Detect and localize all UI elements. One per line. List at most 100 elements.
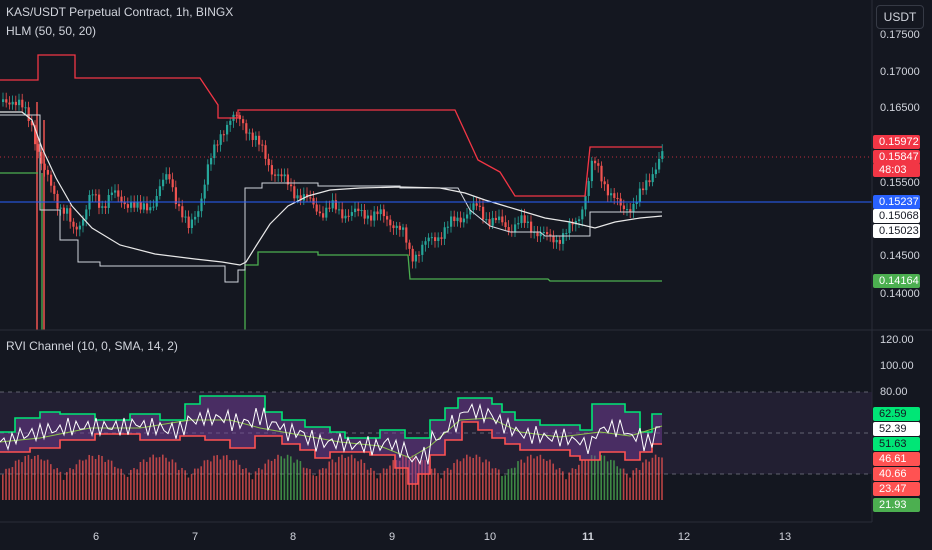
- rvi-histogram-bar: [158, 457, 161, 500]
- candle-body: [469, 209, 472, 215]
- rvi-histogram-bar: [242, 468, 244, 500]
- price-label: 0.17000: [880, 66, 920, 78]
- candle-body: [539, 232, 542, 237]
- rvi-histogram-bar: [302, 467, 305, 500]
- time-label: 6: [92, 531, 100, 543]
- rvi-histogram-bar: [194, 468, 196, 500]
- rvi-histogram-bar: [274, 458, 276, 500]
- rvi-histogram-bar: [370, 467, 372, 500]
- candle-body: [270, 165, 273, 175]
- candle-body: [616, 197, 619, 199]
- candle-body: [520, 215, 523, 224]
- candle-body: [472, 203, 475, 210]
- rvi-histogram-bar: [642, 462, 644, 500]
- rvi-histogram-bar: [603, 455, 606, 500]
- rvi-histogram-bar: [91, 455, 94, 500]
- candlestick-series: [2, 92, 664, 330]
- rvi-histogram-bar: [107, 459, 110, 500]
- rvi-histogram-bar: [120, 468, 122, 500]
- candle-body: [485, 219, 488, 221]
- rvi-hist-tag: 40.66: [873, 467, 920, 481]
- rvi-histogram-bar: [133, 468, 135, 500]
- candle-body: [290, 184, 293, 187]
- rvi-histogram-bar: [331, 459, 334, 500]
- rvi-histogram-bar: [299, 461, 302, 500]
- candle-body: [62, 207, 65, 214]
- candle-body: [203, 184, 206, 199]
- rvi-histogram-bar: [248, 472, 250, 500]
- rvi-histogram-bar: [453, 463, 455, 500]
- candle-body: [318, 211, 321, 214]
- rvi-histogram-bar: [526, 456, 529, 500]
- rvi-histogram-bar: [562, 471, 564, 500]
- rvi-histogram-bar: [450, 469, 452, 500]
- rvi-histogram-bar: [587, 460, 590, 500]
- candle-body: [568, 222, 571, 234]
- rvi-histogram-bar: [600, 455, 602, 500]
- candle-body: [309, 197, 312, 199]
- candle-body: [450, 216, 453, 227]
- candle-body: [235, 114, 238, 116]
- candle-body: [165, 174, 168, 180]
- rvi-histogram-bar: [581, 459, 583, 500]
- rvi-histogram-bar: [82, 460, 84, 500]
- rvi-histogram-bar: [43, 460, 46, 500]
- blue-line-price-tag: 0.15237: [873, 195, 920, 209]
- rvi-histogram-bar: [203, 460, 206, 500]
- price-label: 0.14500: [880, 250, 920, 262]
- rvi-histogram-bar: [629, 477, 631, 500]
- symbol-title[interactable]: KAS/USDT Perpetual Contract, 1h, BINGX: [6, 5, 234, 19]
- candle-body: [610, 193, 613, 196]
- hlm-indicator-label[interactable]: HLM (50, 50, 20): [6, 24, 97, 38]
- candle-body: [155, 196, 158, 207]
- currency-button[interactable]: USDT: [876, 5, 924, 29]
- rvi-histogram-bar: [78, 459, 81, 500]
- candle-body: [120, 196, 123, 203]
- candle-body: [382, 209, 385, 217]
- candle-body: [459, 217, 462, 223]
- candle-body: [197, 211, 200, 217]
- rvi-upper-tag: 62.59: [873, 407, 920, 421]
- candle-body: [571, 222, 574, 225]
- rvi-histogram-bar: [178, 469, 180, 500]
- rvi-histogram-bar: [146, 461, 148, 500]
- candle-body: [363, 209, 366, 219]
- candle-body: [600, 165, 603, 182]
- candle-body: [408, 242, 411, 249]
- rvi-histogram-bar: [338, 456, 340, 500]
- rvi-histogram-bar: [171, 459, 174, 500]
- rvi-value-tag: 52.39: [873, 422, 920, 436]
- rvi-histogram-bar: [296, 459, 298, 500]
- rvi-histogram-bar: [437, 473, 439, 500]
- rvi-histogram-bar: [53, 469, 55, 500]
- candle-body: [110, 192, 113, 196]
- rvi-histogram-bar: [485, 459, 487, 500]
- candle-body: [210, 158, 213, 165]
- rvi-histogram-bar: [626, 473, 628, 500]
- candle-body: [523, 215, 526, 223]
- rvi-indicator-label[interactable]: RVI Channel (10, 0, SMA, 14, 2): [6, 339, 178, 353]
- rvi-histogram-bar: [37, 454, 39, 500]
- candle-body: [402, 227, 405, 230]
- candle-body: [187, 216, 190, 229]
- rvi-histogram-bar: [360, 459, 362, 500]
- rvi-histogram-bar: [462, 458, 465, 500]
- hlm-high-line: [0, 54, 662, 197]
- candle-body: [53, 185, 56, 194]
- rvi-histogram-bar: [267, 459, 270, 500]
- candle-body: [261, 144, 264, 146]
- candle-body: [280, 174, 283, 177]
- rvi-histogram-bar: [363, 462, 366, 500]
- time-label: 12: [677, 531, 691, 543]
- rvi-histogram-bar: [98, 454, 100, 500]
- candle-body: [238, 115, 241, 120]
- high-line-price-tag: 0.15972: [873, 135, 920, 149]
- candle-body: [430, 237, 433, 239]
- candle-body: [434, 237, 437, 241]
- candle-body: [286, 174, 289, 185]
- rvi-histogram-bar: [488, 461, 490, 500]
- rvi-histogram-bar: [398, 460, 401, 500]
- candle-body: [555, 239, 558, 243]
- candle-body: [315, 204, 318, 212]
